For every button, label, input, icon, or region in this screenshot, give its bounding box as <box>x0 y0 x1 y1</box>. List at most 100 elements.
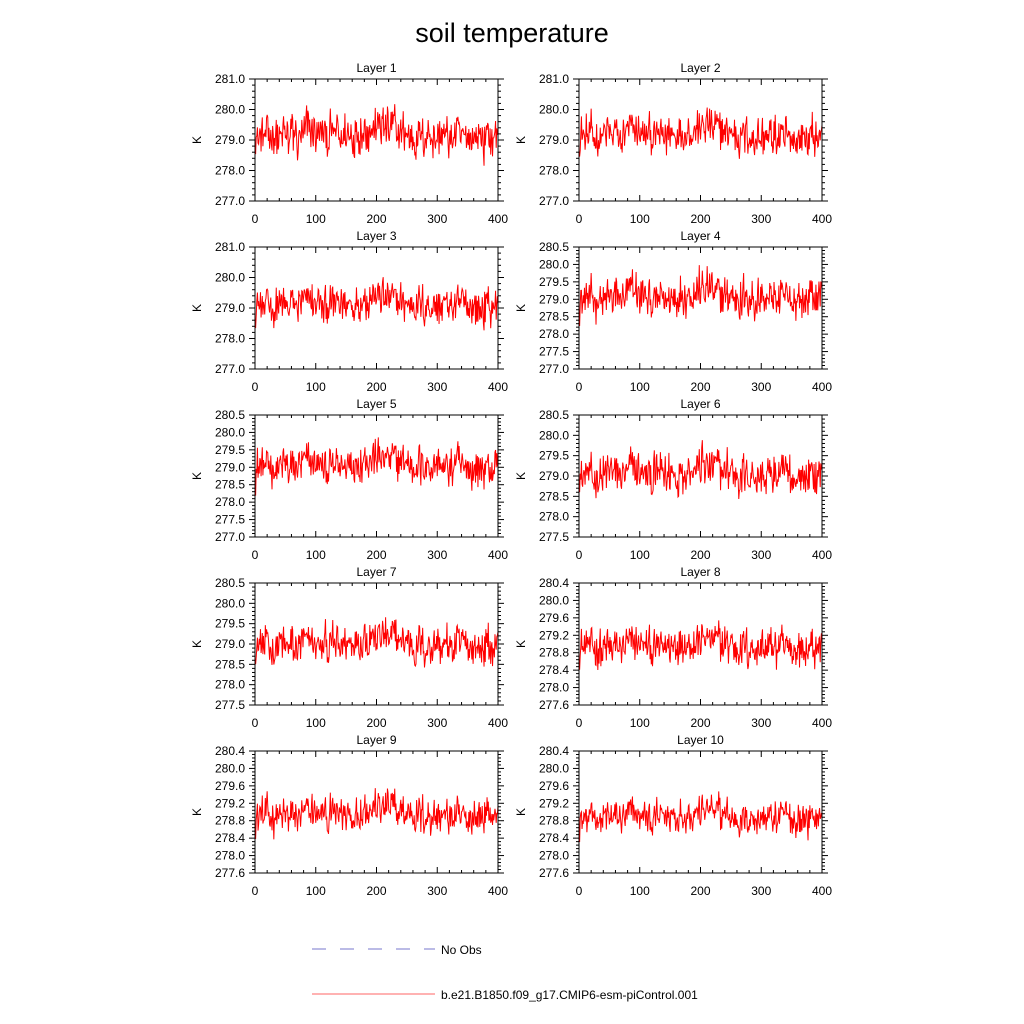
y-tick-label: 278.0 <box>215 849 245 863</box>
y-tick-label: 280.0 <box>539 761 569 775</box>
panels-grid: Layer 1 K 0 100 200 300 400 277.0 278.0 279.0 280.… <box>190 61 832 898</box>
y-tick-label: 279.2 <box>215 796 245 810</box>
y-tick-label: 277.0 <box>215 362 245 376</box>
y-tick-label: 279.0 <box>215 133 245 147</box>
y-tick-label: 280.5 <box>539 408 569 422</box>
x-tick-label: 400 <box>488 548 508 562</box>
x-tick-label: 200 <box>690 548 710 562</box>
panel-title: Layer 10 <box>677 733 724 747</box>
y-tick-label: 278.4 <box>539 663 569 677</box>
panel-title: Layer 3 <box>356 229 396 243</box>
y-axis-label: K <box>514 136 528 144</box>
x-tick-label: 400 <box>812 884 832 898</box>
y-tick-label: 278.0 <box>539 510 569 524</box>
x-tick-label: 200 <box>366 212 386 226</box>
y-tick-label: 278.8 <box>539 646 569 660</box>
x-tick-label: 300 <box>427 716 447 730</box>
y-axis-label: K <box>190 304 204 312</box>
y-tick-label: 277.6 <box>539 866 569 880</box>
y-tick-label: 279.6 <box>539 611 569 625</box>
x-tick-label: 400 <box>488 884 508 898</box>
x-tick-label: 100 <box>306 548 326 562</box>
x-tick-label: 200 <box>690 212 710 226</box>
x-tick-label: 0 <box>576 380 583 394</box>
panel-layer-4: Layer 4 K 0 100 200 300 400 277.0 277.5 278.0 278.… <box>514 229 832 394</box>
y-tick-label: 279.5 <box>215 617 245 631</box>
panel-title: Layer 6 <box>680 397 720 411</box>
series-line <box>578 791 823 843</box>
y-tick-label: 280.0 <box>215 596 245 610</box>
x-tick-label: 0 <box>576 212 583 226</box>
y-tick-label: 277.6 <box>215 866 245 880</box>
panel-title: Layer 5 <box>356 397 396 411</box>
x-tick-label: 300 <box>427 212 447 226</box>
y-tick-label: 278.5 <box>215 657 245 671</box>
x-tick-label: 400 <box>812 548 832 562</box>
y-tick-label: 279.0 <box>539 292 569 306</box>
panel-title: Layer 4 <box>680 229 720 243</box>
x-tick-label: 0 <box>576 716 583 730</box>
x-tick-label: 100 <box>306 380 326 394</box>
y-tick-label: 280.5 <box>539 240 569 254</box>
y-tick-label: 279.0 <box>215 301 245 315</box>
x-tick-label: 0 <box>252 548 259 562</box>
legend: No Obs b.e21.B1850.f09_g17.CMIP6-esm-piC… <box>312 943 698 1002</box>
series-line <box>578 620 823 670</box>
panel-layer-7: Layer 7 K 0 100 200 300 400 277.5 278.0 278.5 279.… <box>190 565 508 730</box>
x-tick-label: 300 <box>427 380 447 394</box>
plot-frame <box>254 414 499 538</box>
x-tick-label: 200 <box>366 884 386 898</box>
y-tick-label: 277.5 <box>215 698 245 712</box>
panel-title: Layer 7 <box>356 565 396 579</box>
y-tick-label: 279.5 <box>539 275 569 289</box>
y-tick-label: 278.8 <box>539 814 569 828</box>
y-tick-label: 277.0 <box>215 194 245 208</box>
x-tick-label: 0 <box>252 212 259 226</box>
y-tick-label: 280.0 <box>215 761 245 775</box>
x-tick-label: 300 <box>751 380 771 394</box>
y-tick-label: 278.5 <box>539 489 569 503</box>
legend-no-obs-label: No Obs <box>441 943 482 957</box>
y-tick-label: 278.8 <box>215 814 245 828</box>
y-tick-label: 279.0 <box>539 469 569 483</box>
y-tick-label: 278.0 <box>215 332 245 346</box>
x-tick-label: 200 <box>690 884 710 898</box>
y-tick-label: 280.0 <box>215 425 245 439</box>
y-tick-label: 281.0 <box>539 72 569 86</box>
x-tick-label: 100 <box>306 716 326 730</box>
y-tick-label: 280.0 <box>539 103 569 117</box>
panel-title: Layer 1 <box>356 61 396 75</box>
x-tick-label: 200 <box>366 716 386 730</box>
y-tick-label: 281.0 <box>215 72 245 86</box>
y-tick-label: 277.5 <box>215 513 245 527</box>
x-tick-label: 400 <box>488 716 508 730</box>
y-tick-label: 278.4 <box>539 831 569 845</box>
y-tick-label: 280.0 <box>539 593 569 607</box>
x-tick-label: 100 <box>630 548 650 562</box>
y-tick-label: 277.0 <box>539 362 569 376</box>
panel-title: Layer 2 <box>680 61 720 75</box>
x-tick-label: 0 <box>576 884 583 898</box>
y-tick-label: 279.2 <box>539 796 569 810</box>
y-tick-label: 278.5 <box>539 310 569 324</box>
panel-layer-10: Layer 10 K 0 100 200 300 400 277.6 278.0 278.4 278… <box>514 733 832 898</box>
x-tick-label: 300 <box>751 884 771 898</box>
x-tick-label: 100 <box>306 212 326 226</box>
panel-layer-5: Layer 5 K 0 100 200 300 400 277.0 277.5 278.0 278.… <box>190 397 508 562</box>
series-line <box>578 265 823 327</box>
y-tick-label: 279.5 <box>539 449 569 463</box>
y-tick-label: 278.0 <box>215 678 245 692</box>
y-tick-label: 277.5 <box>539 530 569 544</box>
y-axis-label: K <box>514 808 528 816</box>
series-line <box>254 277 499 331</box>
x-tick-label: 0 <box>252 380 259 394</box>
series-line <box>578 440 823 500</box>
y-tick-label: 278.0 <box>539 681 569 695</box>
y-tick-label: 281.0 <box>215 240 245 254</box>
series-line <box>254 104 499 166</box>
legend-model-label: b.e21.B1850.f09_g17.CMIP6-esm-piControl.… <box>441 988 698 1002</box>
x-tick-label: 200 <box>366 380 386 394</box>
x-tick-label: 100 <box>630 716 650 730</box>
panel-title: Layer 8 <box>680 565 720 579</box>
